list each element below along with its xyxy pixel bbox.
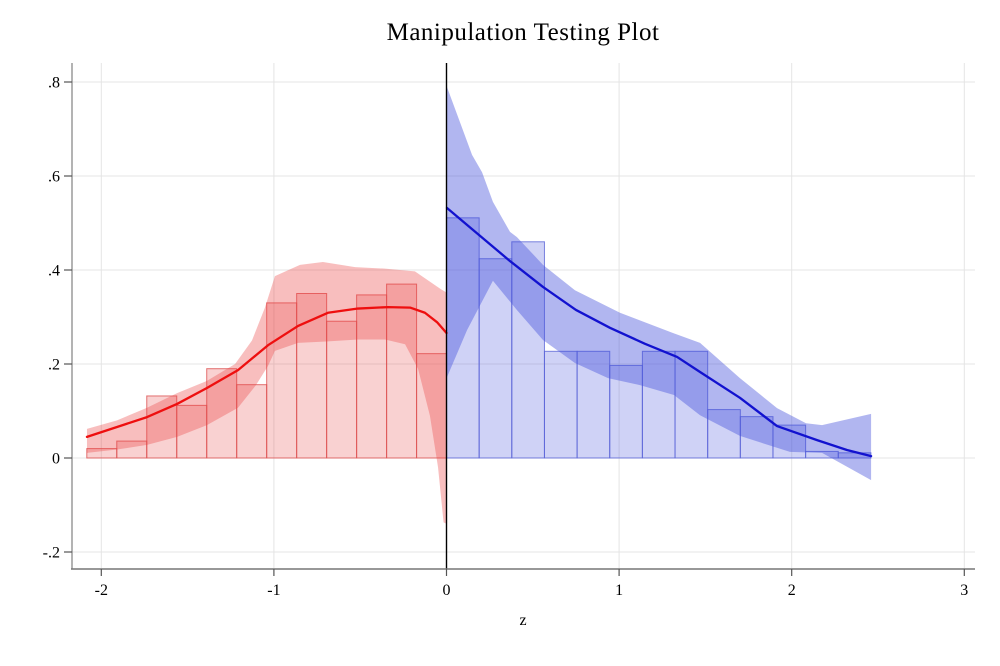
y-tick-label: 0 bbox=[52, 451, 60, 468]
right-histogram-bar bbox=[446, 217, 480, 459]
left-histogram-bar bbox=[416, 353, 448, 459]
right-histogram-bar bbox=[641, 350, 676, 459]
right-histogram-bar bbox=[511, 241, 545, 459]
right-histogram-bar bbox=[674, 350, 709, 459]
right-confidence-band bbox=[447, 87, 872, 481]
y-tick-label: .2 bbox=[48, 357, 60, 374]
right-histogram-bar bbox=[739, 416, 774, 459]
x-tick-label: 1 bbox=[615, 582, 623, 599]
right-histogram-bar bbox=[543, 350, 578, 459]
x-tick-label: -1 bbox=[267, 582, 280, 599]
x-tick-label: 0 bbox=[443, 582, 451, 599]
left-histogram-bar bbox=[326, 320, 358, 459]
right-histogram-bar bbox=[576, 350, 611, 459]
left-histogram-bar bbox=[236, 384, 268, 459]
left-histogram-bar bbox=[356, 294, 388, 459]
x-tick-label: -2 bbox=[95, 582, 108, 599]
right-histogram-bar bbox=[478, 258, 513, 459]
y-tick-label: .8 bbox=[48, 75, 60, 92]
left-density-line bbox=[85, 305, 448, 439]
x-tick-label: 2 bbox=[788, 582, 796, 599]
x-tick-label: 3 bbox=[960, 582, 968, 599]
right-density-line bbox=[445, 206, 873, 458]
x-axis-label: z bbox=[519, 612, 526, 629]
y-tick-label: .4 bbox=[48, 263, 60, 280]
y-tick-label: .6 bbox=[48, 169, 60, 186]
y-tick-label: -.2 bbox=[43, 545, 60, 562]
chart-title: Manipulation Testing Plot bbox=[387, 19, 660, 46]
right-histogram-bar bbox=[707, 409, 741, 459]
right-histogram-bar bbox=[609, 364, 643, 459]
left-confidence-band bbox=[86, 262, 447, 524]
